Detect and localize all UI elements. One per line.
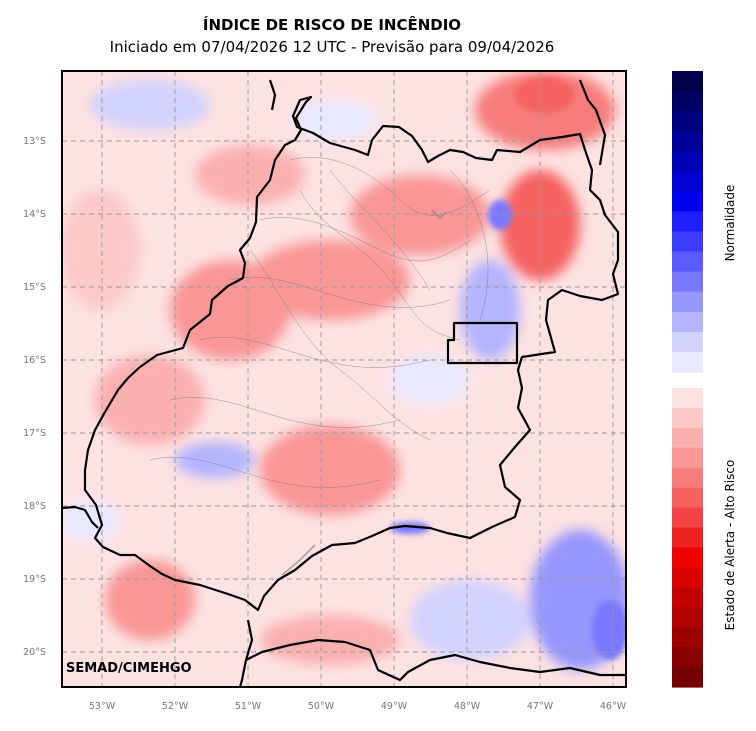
- colorbar-risk-swatch: [672, 587, 703, 608]
- lon-tick: 52°W: [162, 701, 189, 712]
- lat-tick: 17°S: [23, 428, 46, 439]
- colorbar-normal-swatch: [672, 171, 703, 192]
- colorbar-risk-swatch: [672, 627, 703, 648]
- lon-tick: 47°W: [527, 701, 554, 712]
- colorbar-normal-swatch: [672, 351, 703, 373]
- colorbar-normal-swatch: [672, 211, 703, 233]
- colorbar-risk-swatch: [672, 447, 703, 469]
- lat-tick: 16°S: [23, 355, 46, 366]
- normal-zone-south-east: [410, 580, 530, 660]
- lon-tick: 48°W: [454, 701, 481, 712]
- contour-lines: [149, 157, 491, 488]
- colorbar-risk-swatch: [672, 607, 703, 628]
- lon-tick: 51°W: [235, 701, 262, 712]
- colorbar-risk-swatch: [672, 388, 703, 409]
- lon-tick: 49°W: [381, 701, 408, 712]
- risk-zone-southwest-corner: [105, 560, 195, 640]
- risk-zone-south-center: [260, 425, 400, 515]
- colorbar-normal-swatch: [672, 231, 703, 253]
- risk-zone-west-edge: [62, 190, 140, 310]
- normal-zone-east: [460, 260, 520, 360]
- risk-shading: [62, 71, 626, 687]
- risk-zone-north-hotspot: [515, 77, 575, 113]
- state-borders: [62, 79, 626, 687]
- colorbar-risk-swatch: [672, 487, 703, 509]
- normal-zone-river: [390, 522, 430, 534]
- colorbar-risk-swatch: [672, 527, 703, 549]
- grid-lines: [62, 71, 626, 687]
- colorbar-normal-swatch: [672, 311, 703, 333]
- colorbar-risk-label: Estado de Alerta - Alto Risco: [723, 460, 737, 631]
- df-border: [446, 321, 519, 365]
- border-mato-grosso: [62, 505, 99, 529]
- colorbar-risk-swatch: [672, 467, 703, 489]
- lat-tick: 18°S: [23, 501, 46, 512]
- map-subtitle: Iniciado em 07/04/2026 12 UTC - Previsão…: [109, 38, 555, 56]
- colorbar-normal-swatch: [672, 131, 703, 152]
- map-frame: [61, 70, 627, 688]
- colorbar-risk-segment: [672, 388, 703, 688]
- map-title: ÍNDICE DE RISCO DE INCÊNDIO: [202, 16, 462, 34]
- colorbar-risk-swatch: [672, 507, 703, 529]
- colorbar-risk-swatch: [672, 567, 703, 588]
- colorbar-normal-swatch: [672, 151, 703, 172]
- colorbar-normal-swatch: [672, 111, 703, 132]
- border-north-bahia: [268, 79, 277, 111]
- normal-zone-dark-northeast: [488, 200, 512, 230]
- colorbar-normal-swatch: [672, 331, 703, 353]
- map-panel: SEMAD/CIMEHGO: [61, 70, 627, 688]
- colorbar-normal-segment: [672, 71, 703, 373]
- colorbar-risk-swatch: [672, 407, 703, 429]
- lon-tick: 46°W: [600, 701, 627, 712]
- colorbar-risk-swatch: [672, 647, 703, 668]
- normal-zone-central-east: [390, 355, 470, 405]
- risk-zone-northwest: [195, 145, 305, 205]
- colorbar-risk-swatch: [672, 547, 703, 568]
- lat-tick: 15°S: [23, 282, 46, 293]
- colorbar-normal-swatch: [672, 91, 703, 112]
- lon-tick: 53°W: [89, 701, 116, 712]
- lat-tick: 20°S: [23, 647, 46, 658]
- colorbar-risk-swatch: [672, 427, 703, 449]
- lon-tick: 50°W: [308, 701, 335, 712]
- lat-tick: 13°S: [23, 136, 46, 147]
- risk-zone-north-central: [350, 175, 490, 255]
- border-mg-south: [245, 638, 626, 682]
- risk-zone-west: [170, 260, 290, 360]
- colorbar-risk-swatch: [672, 667, 703, 688]
- latitude-axis: 13°S 14°S 15°S 16°S 17°S 18°S 19°S 20°S: [23, 136, 46, 658]
- colorbar-normal-swatch: [672, 291, 703, 313]
- normal-zone-west-center: [175, 442, 255, 478]
- risk-zone-center: [250, 240, 410, 320]
- border-north-tocantins: [578, 79, 607, 166]
- colorbar: Normalidade Estado de Alerta - Alto Risc…: [672, 71, 737, 688]
- risk-zone-southwest-goias: [95, 355, 205, 445]
- colorbar-normal-swatch: [672, 271, 703, 293]
- colorbar-normal-swatch: [672, 71, 703, 92]
- colorbar-normal-swatch: [672, 191, 703, 213]
- longitude-axis: 53°W 52°W 51°W 50°W 49°W 48°W 47°W 46°W: [89, 701, 627, 712]
- colorbar-normal-label: Normalidade: [723, 185, 737, 262]
- lat-tick: 19°S: [23, 574, 46, 585]
- credit-label: SEMAD/CIMEHGO: [66, 661, 192, 676]
- colorbar-normal-swatch: [672, 251, 703, 273]
- normal-zone-northwest: [90, 80, 210, 130]
- normal-zone-north: [295, 100, 375, 140]
- goias-border: [83, 95, 620, 612]
- lat-tick: 14°S: [23, 209, 46, 220]
- normal-zone-dark-southeast: [592, 600, 626, 660]
